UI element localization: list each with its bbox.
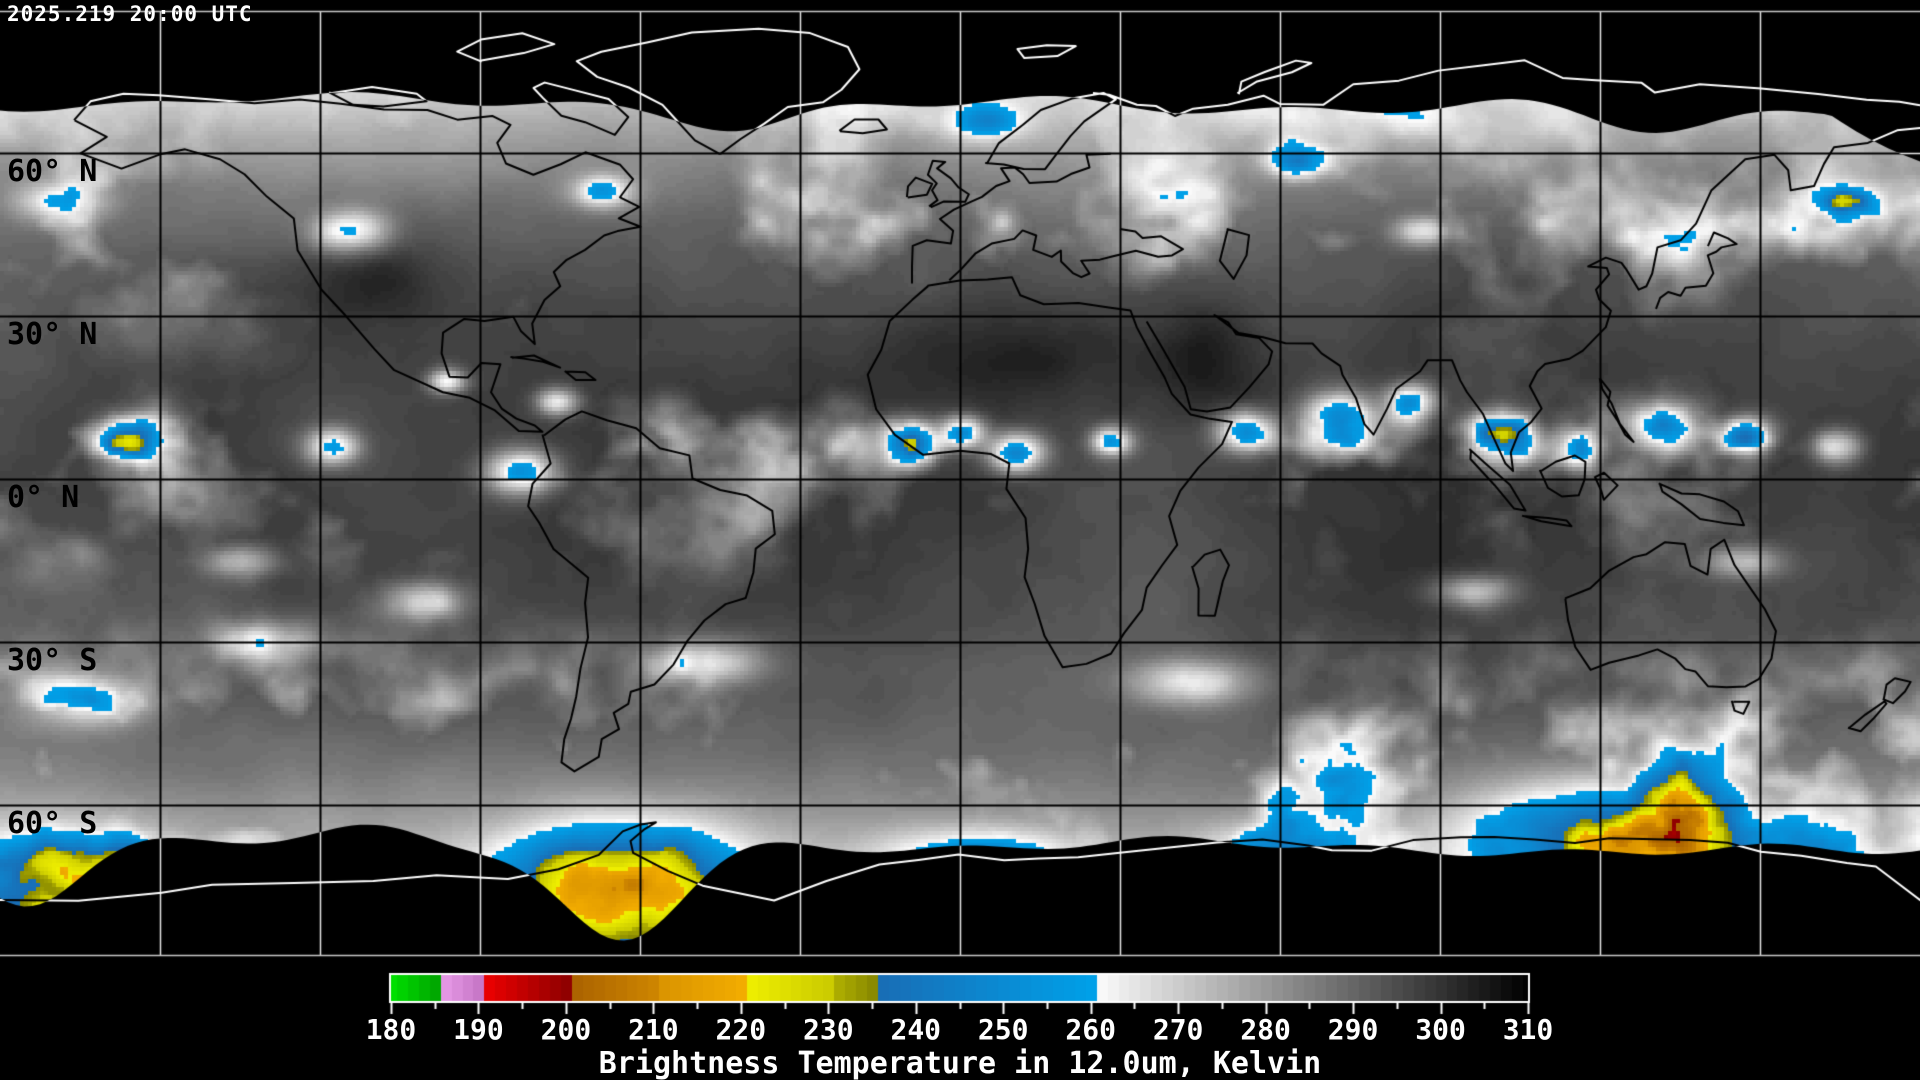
- timestamp: 2025.219 20:00 UTC: [7, 2, 253, 26]
- colorbar-tick-label: 280: [1240, 1013, 1291, 1046]
- lat-label: 60° N: [7, 154, 98, 190]
- colorbar-tick-label: 300: [1415, 1013, 1466, 1046]
- lat-label: 30° S: [7, 642, 98, 678]
- colorbar-tick-label: 210: [628, 1013, 679, 1046]
- colorbar-tick-label: 270: [1152, 1013, 1204, 1046]
- colorbar-caption: Brightness Temperature in 12.0um, Kelvin: [598, 1046, 1322, 1080]
- lat-label: 30° N: [7, 317, 98, 352]
- lat-label: 60° S: [7, 805, 98, 841]
- colorbar-tick-label: 180: [365, 1013, 417, 1046]
- colorbar-tick-label: 230: [803, 1013, 854, 1046]
- colorbar-tick-label: 310: [1502, 1013, 1554, 1046]
- lat-label: 0° N: [7, 480, 80, 515]
- colorbar-tick-label: 260: [1065, 1013, 1116, 1046]
- colorbar-tick-label: 240: [890, 1013, 942, 1046]
- colorbar-tick-label: 220: [715, 1013, 767, 1046]
- colorbar-tick-label: 200: [540, 1013, 592, 1046]
- colorbar-tick-label: 250: [977, 1013, 1029, 1046]
- colorbar-tick-label: 290: [1327, 1013, 1379, 1046]
- colorbar-tick-label: 190: [453, 1013, 504, 1046]
